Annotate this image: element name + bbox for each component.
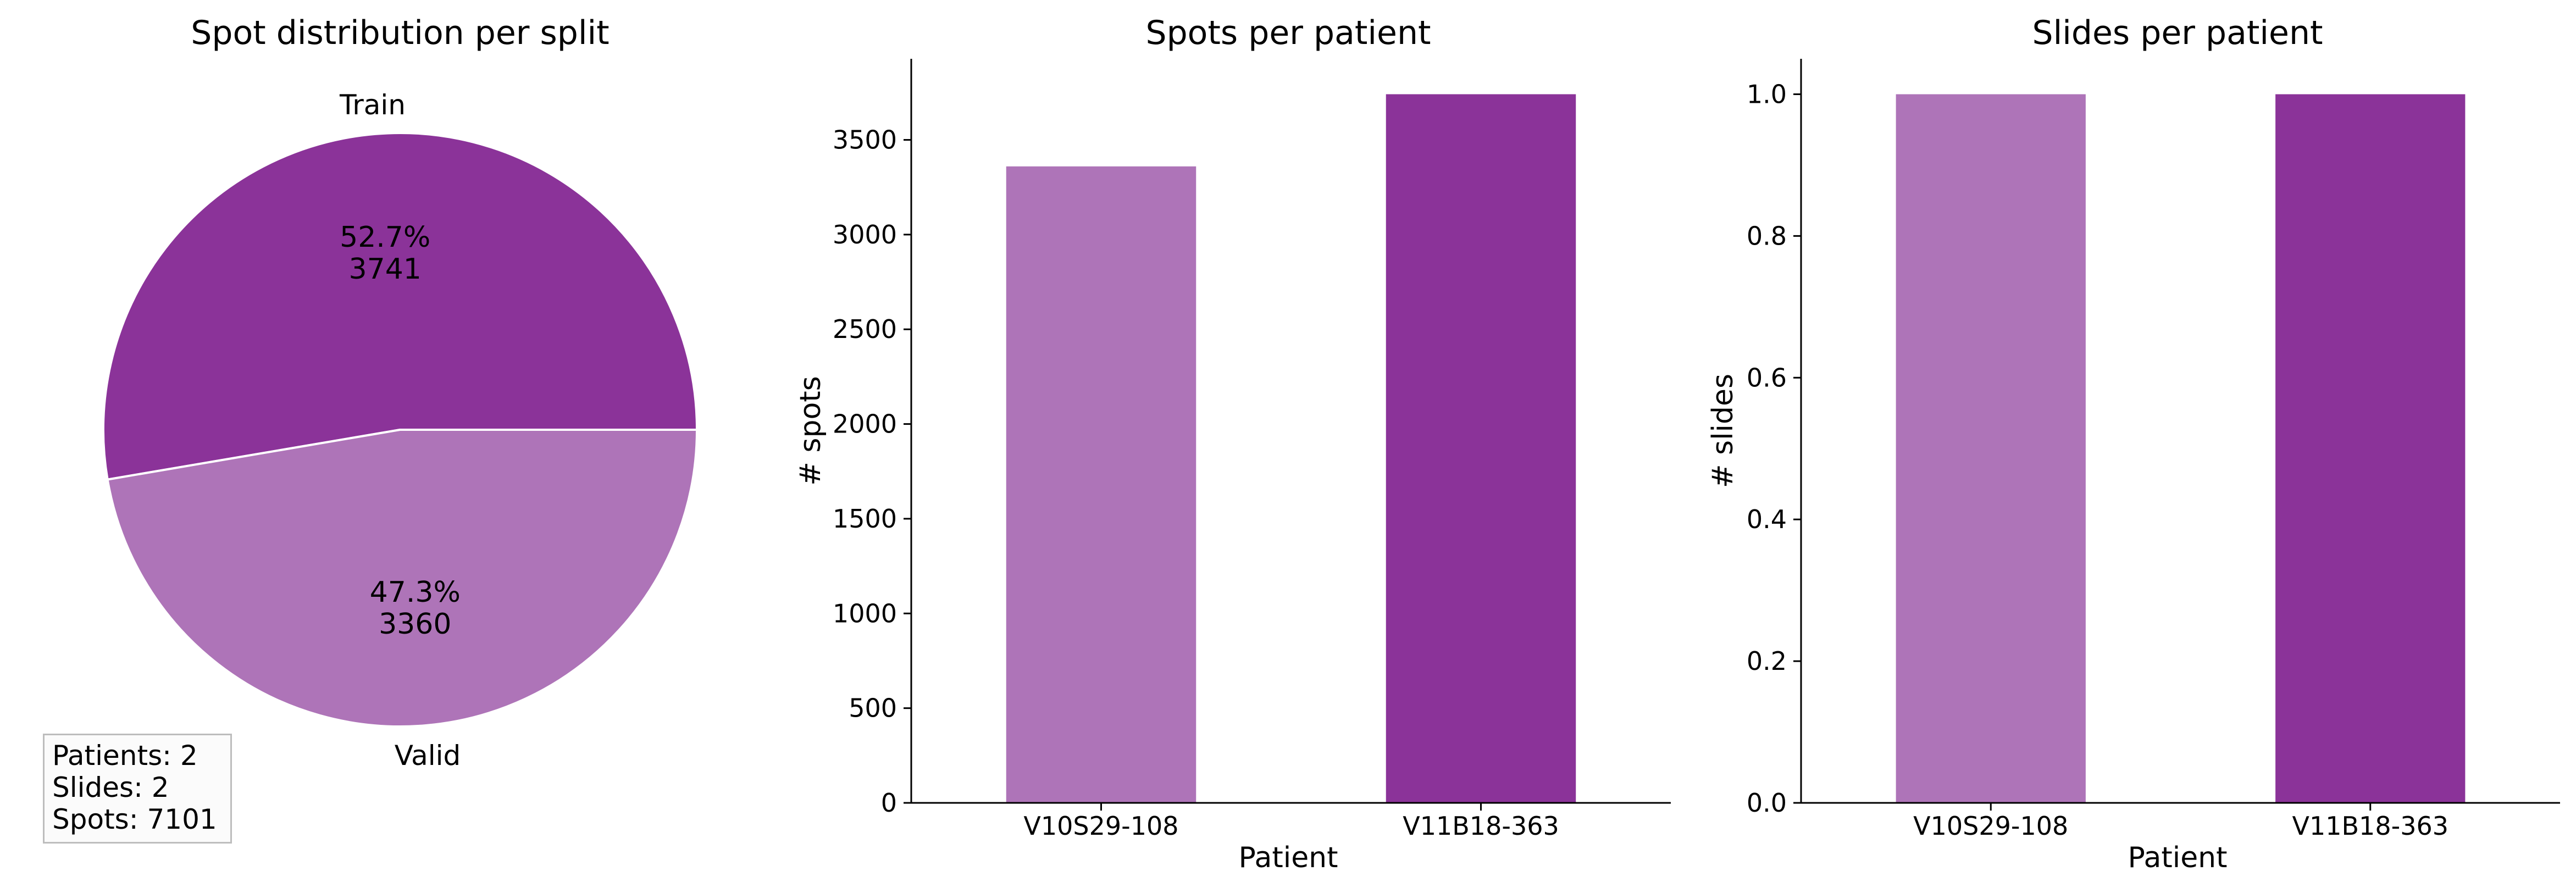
spots-y-tick-label-2: 1000 xyxy=(833,598,897,628)
spots-chart-title: Spots per patient xyxy=(1146,14,1431,52)
pie-label-train: Train xyxy=(339,89,406,121)
slides-bar-2 xyxy=(2275,94,2466,803)
pie-title: Spot distribution per split xyxy=(191,14,609,52)
spots-x-tick-label-1: V10S29-108 xyxy=(1023,811,1178,841)
spots-bar-2 xyxy=(1386,94,1576,803)
spots-x-tick-label-2: V11B18-363 xyxy=(1403,811,1559,841)
summary-spots: Spots: 7101 xyxy=(52,803,217,835)
spots-bar-1 xyxy=(1006,166,1196,803)
slides-x-tick-label-1: V10S29-108 xyxy=(1913,811,2068,841)
spots-y-axis-label: # spots xyxy=(794,376,827,486)
pie-label-valid: Valid xyxy=(395,740,461,772)
slides-per-patient-panel: Slides per patient Patient # slides V10S… xyxy=(1707,14,2560,874)
pie-percent-train: 52.7% xyxy=(340,221,430,254)
summary-patients: Patients: 2 xyxy=(52,740,198,772)
pie-count-train: 3741 xyxy=(349,253,422,286)
pie-count-valid: 3360 xyxy=(379,608,451,641)
spots-y-tick-label-0: 0 xyxy=(881,788,897,818)
pie-panel: Spot distribution per split Train Valid … xyxy=(102,14,699,772)
spots-y-tick-label-3: 1500 xyxy=(833,504,897,534)
slides-y-tick-label-3: 0.6 xyxy=(1747,363,1787,392)
pie-slice-valid xyxy=(106,429,699,728)
spots-per-patient-panel: Spots per patient Patient # spots V10S29… xyxy=(794,14,1671,874)
slides-y-tick-label-1: 0.2 xyxy=(1747,646,1787,676)
spots-y-tick-label-1: 500 xyxy=(849,694,897,723)
spots-y-tick-label-7: 3500 xyxy=(833,125,897,155)
spots-x-axis-label: Patient xyxy=(1238,841,1338,874)
spots-y-tick-label-5: 2500 xyxy=(833,314,897,344)
pie-slice-train xyxy=(102,132,699,481)
slides-x-axis-label: Patient xyxy=(2128,841,2227,874)
slides-y-tick-label-2: 0.4 xyxy=(1747,504,1787,534)
slides-y-tick-label-4: 0.8 xyxy=(1747,221,1787,251)
slides-y-tick-label-0: 0.0 xyxy=(1747,788,1787,818)
slides-y-axis-label: # slides xyxy=(1707,374,1740,488)
summary-box: Patients: 2 Slides: 2 Spots: 7101 xyxy=(43,734,232,844)
spots-y-tick-label-4: 2000 xyxy=(833,409,897,439)
summary-slides: Slides: 2 xyxy=(52,772,169,803)
slides-x-tick-label-2: V11B18-363 xyxy=(2292,811,2449,841)
slides-chart-title: Slides per patient xyxy=(2032,14,2323,52)
slides-y-tick-label-5: 1.0 xyxy=(1747,79,1787,109)
slides-bar-1 xyxy=(1896,94,2086,803)
spots-y-tick-label-6: 3000 xyxy=(833,220,897,249)
pie-percent-valid: 47.3% xyxy=(370,576,461,609)
